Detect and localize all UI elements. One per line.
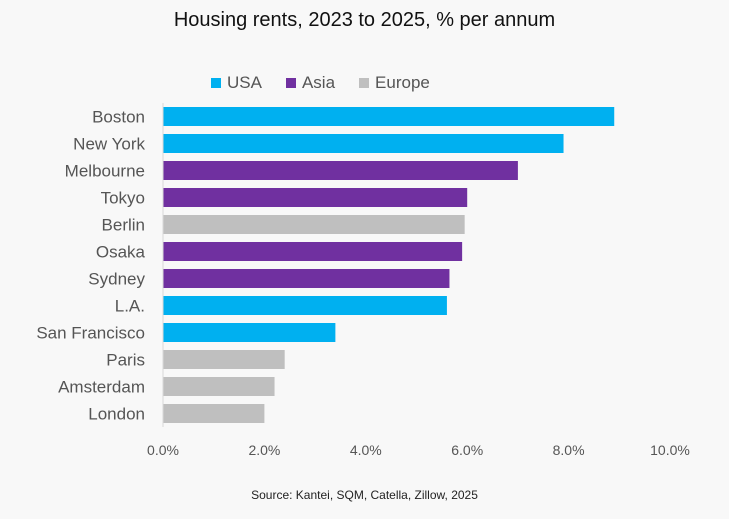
legend-item-europe: Europe (359, 73, 430, 93)
bar-new-york (163, 134, 564, 153)
legend-label-usa: USA (227, 73, 262, 92)
chart-legend: USA Asia Europe (211, 73, 454, 93)
bar-l-a (163, 296, 447, 315)
bar-tokyo (163, 188, 468, 207)
x-tick-label: 10.0% (650, 442, 690, 458)
x-tick-label: 2.0% (248, 442, 280, 458)
chart-title: Housing rents, 2023 to 2025, % per annum (173, 9, 556, 31)
category-label-osaka: Osaka (96, 243, 146, 262)
x-tick-label: 8.0% (553, 442, 585, 458)
category-label-l-a: L.A. (115, 297, 145, 316)
legend-label-asia: Asia (301, 73, 336, 92)
bar-paris (163, 350, 285, 369)
chart-source: Source: Kantei, SQM, Catella, Zillow, 20… (251, 488, 478, 502)
x-tick-label: 6.0% (451, 442, 483, 458)
category-label-tokyo: Tokyo (101, 189, 145, 208)
legend-item-usa: USA (211, 73, 262, 93)
legend-label-europe: Europe (375, 73, 430, 92)
category-label-london: London (88, 405, 145, 424)
category-label-new-york: New York (73, 135, 145, 154)
category-label-melbourne: Melbourne (65, 162, 145, 181)
bar-sydney (163, 269, 450, 288)
bar-london (163, 404, 265, 423)
legend-swatch-asia (285, 78, 296, 88)
x-tick-label: 0.0% (147, 442, 179, 458)
bar-melbourne (163, 161, 518, 180)
category-label-boston: Boston (92, 108, 145, 127)
bar-osaka (163, 242, 463, 261)
category-label-paris: Paris (106, 351, 145, 370)
legend-swatch-europe (359, 78, 370, 88)
legend-item-asia: Asia (285, 73, 336, 93)
category-label-sydney: Sydney (88, 270, 145, 289)
bar-amsterdam (163, 377, 275, 396)
bar-boston (163, 107, 615, 126)
legend-swatch-usa (211, 78, 221, 88)
category-label-berlin: Berlin (102, 216, 145, 235)
category-label-san-francisco: San Francisco (36, 324, 145, 343)
bar-berlin (163, 215, 465, 234)
x-tick-label: 4.0% (350, 442, 382, 458)
category-label-amsterdam: Amsterdam (58, 378, 145, 397)
bar-san-francisco (163, 323, 336, 342)
